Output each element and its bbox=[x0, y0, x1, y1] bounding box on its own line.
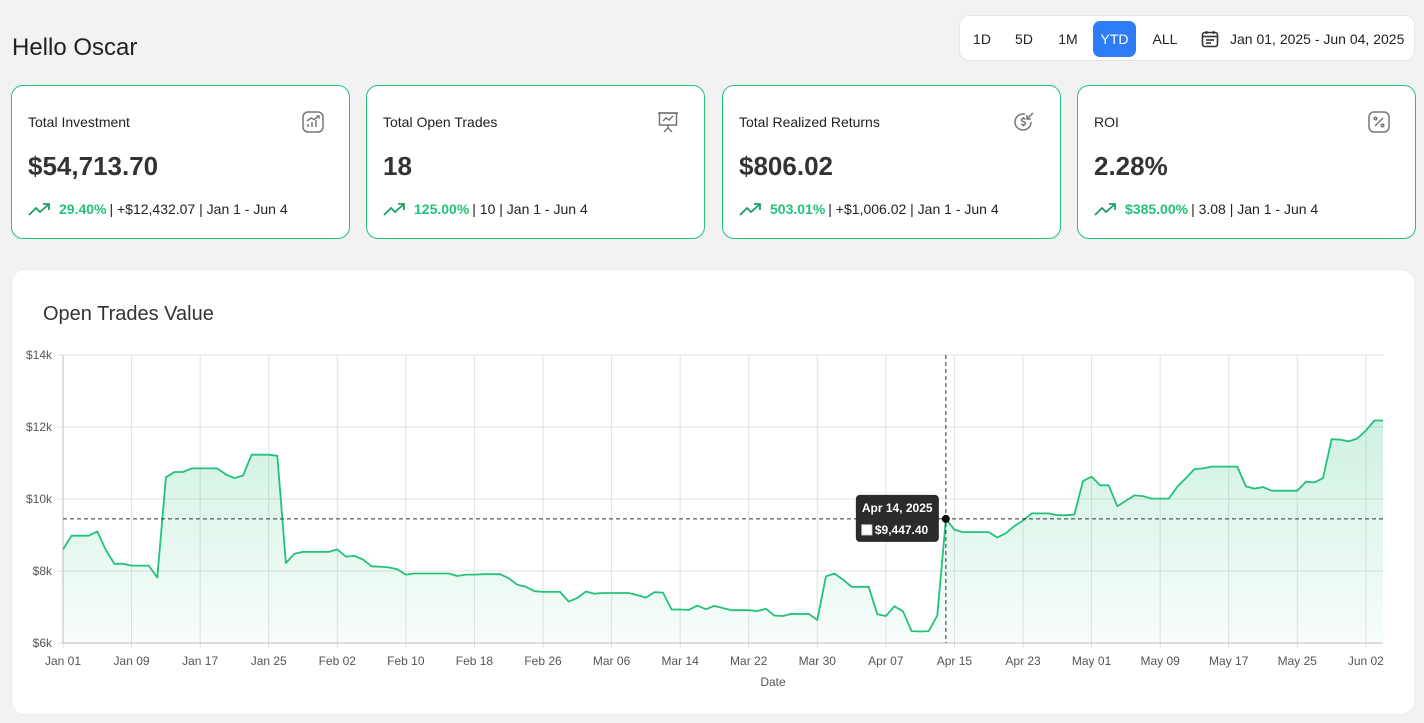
x-tick-label: Feb 02 bbox=[319, 654, 357, 668]
x-tick-label: Mar 14 bbox=[661, 654, 699, 668]
card-value: $806.02 bbox=[739, 151, 833, 181]
x-tick-label: Jan 01 bbox=[45, 654, 81, 668]
hover-point bbox=[941, 514, 950, 523]
card-value: $54,713.70 bbox=[28, 151, 159, 181]
greeting-heading: Hello Oscar bbox=[12, 34, 138, 61]
x-tick-label: Feb 10 bbox=[387, 654, 425, 668]
card-detail: | +$1,006.02 | Jan 1 - Jun 4 bbox=[828, 201, 999, 217]
series-area bbox=[63, 420, 1383, 643]
x-tick-label: Jan 17 bbox=[182, 654, 218, 668]
x-tick-label: Feb 26 bbox=[524, 654, 562, 668]
y-tick-label: $14k bbox=[26, 348, 53, 362]
card-value: 18 bbox=[383, 151, 412, 181]
card-title: Total Investment bbox=[28, 114, 130, 130]
range-button-all[interactable]: ALL bbox=[1152, 31, 1178, 47]
x-tick-label: Jan 25 bbox=[251, 654, 287, 668]
card-total-investment: Total Investment $54,713.70 29.40% | +$1… bbox=[11, 85, 350, 239]
y-tick-label: $10k bbox=[26, 492, 53, 506]
x-tick-label: Mar 30 bbox=[799, 654, 837, 668]
x-tick-label: Feb 18 bbox=[456, 654, 494, 668]
chart-growth-icon bbox=[302, 111, 324, 133]
date-range-label: Jan 01, 2025 - Jun 04, 2025 bbox=[1230, 31, 1405, 47]
card-percent-change: 125.00% bbox=[414, 201, 470, 217]
range-button-ytd[interactable]: YTD bbox=[1093, 21, 1136, 57]
tooltip-date: Apr 14, 2025 bbox=[862, 501, 933, 515]
card-detail: | 3.08 | Jan 1 - Jun 4 bbox=[1191, 201, 1319, 217]
date-range-picker[interactable]: Jan 01, 2025 - Jun 04, 2025 bbox=[1196, 21, 1408, 57]
tooltip-value: $9,447.40 bbox=[875, 523, 929, 537]
trend-up-icon bbox=[739, 203, 761, 216]
tooltip-swatch bbox=[861, 524, 873, 536]
card-footer: 125.00% | 10 | Jan 1 - Jun 4 bbox=[383, 201, 588, 217]
card-percent-change: $385.00% bbox=[1125, 201, 1189, 217]
x-tick-label: May 17 bbox=[1209, 654, 1249, 668]
trend-up-icon bbox=[28, 203, 50, 216]
card-roi: ROI 2.28% $385.00% | 3.08 | Jan 1 - Jun … bbox=[1077, 85, 1416, 239]
y-tick-label: $12k bbox=[26, 420, 53, 434]
card-detail: | +$12,432.07 | Jan 1 - Jun 4 bbox=[109, 201, 288, 217]
card-title: Total Realized Returns bbox=[739, 114, 880, 130]
x-tick-label: Apr 23 bbox=[1005, 654, 1041, 668]
card-total-open-trades: Total Open Trades 18 125.00% | 10 | Jan … bbox=[366, 85, 705, 239]
x-tick-label: Jun 02 bbox=[1348, 654, 1384, 668]
dollar-return-icon bbox=[1014, 112, 1034, 131]
presentation-chart-icon bbox=[658, 112, 678, 133]
trend-up-icon bbox=[1094, 203, 1116, 216]
x-tick-label: Apr 07 bbox=[868, 654, 904, 668]
range-button-1m[interactable]: 1M bbox=[1058, 31, 1078, 47]
date-range-toolbar: 1D 5D 1M YTD ALL Jan 01, 2025 - Jun 04, … bbox=[959, 15, 1415, 61]
series-line bbox=[62, 419, 1383, 633]
card-title: ROI bbox=[1094, 114, 1119, 130]
tooltip-box bbox=[855, 494, 939, 542]
x-axis-label: Date bbox=[760, 675, 786, 689]
range-button-1d[interactable]: 1D bbox=[973, 31, 991, 47]
percent-icon bbox=[1368, 111, 1390, 133]
card-footer: $385.00% | 3.08 | Jan 1 - Jun 4 bbox=[1094, 201, 1318, 217]
x-tick-label: May 09 bbox=[1140, 654, 1180, 668]
x-tick-label: Apr 15 bbox=[937, 654, 973, 668]
chart-title: Open Trades Value bbox=[43, 303, 214, 325]
y-tick-label: $6k bbox=[33, 636, 53, 650]
open-trades-value-chart[interactable]: $6k $8k $10k $12k $14k Jan 01 Jan 09 Jan 17 Jan … bbox=[12, 270, 1416, 716]
range-button-5d[interactable]: 5D bbox=[1015, 31, 1033, 47]
y-tick-label: $8k bbox=[33, 564, 53, 578]
card-value: 2.28% bbox=[1094, 151, 1168, 181]
x-tick-label: May 25 bbox=[1278, 654, 1318, 668]
card-detail: | 10 | Jan 1 - Jun 4 bbox=[472, 201, 588, 217]
card-footer: 29.40% | +$12,432.07 | Jan 1 - Jun 4 bbox=[28, 201, 288, 217]
card-total-realized-returns: Total Realized Returns $806.02 503.01% |… bbox=[722, 85, 1061, 239]
open-trades-chart-panel: Open Trades Value $6k $8k $10k $12k $14k Jan … bbox=[11, 269, 1415, 715]
trend-up-icon bbox=[383, 203, 405, 216]
x-tick-label: Mar 06 bbox=[593, 654, 631, 668]
card-percent-change: 503.01% bbox=[770, 201, 826, 217]
card-footer: 503.01% | +$1,006.02 | Jan 1 - Jun 4 bbox=[739, 201, 999, 217]
calendar-icon bbox=[1201, 31, 1219, 48]
card-percent-change: 29.40% bbox=[59, 201, 107, 217]
x-tick-label: Jan 09 bbox=[114, 654, 150, 668]
x-tick-label: Mar 22 bbox=[730, 654, 768, 668]
x-tick-label: May 01 bbox=[1072, 654, 1112, 668]
card-title: Total Open Trades bbox=[383, 114, 498, 130]
